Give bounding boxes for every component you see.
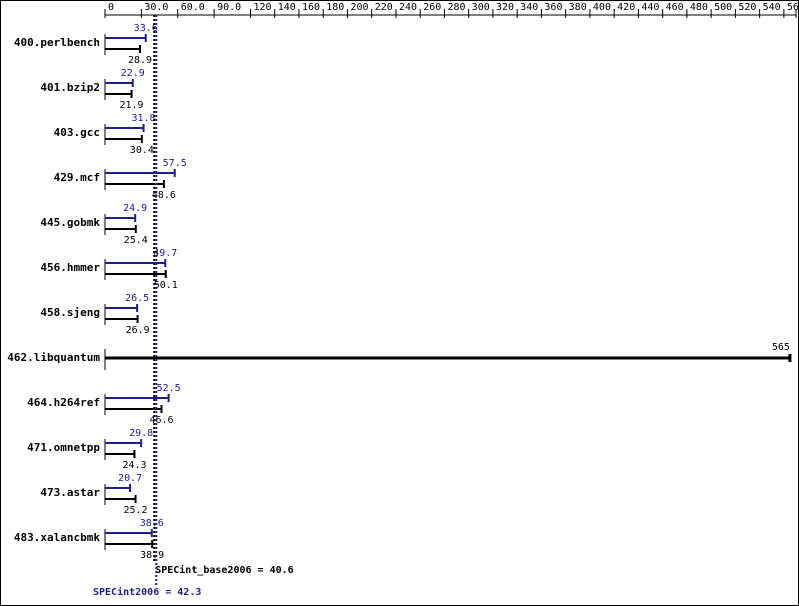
category-label: 458.sjeng xyxy=(40,306,100,319)
value-label: 24.3 xyxy=(122,460,146,471)
bar xyxy=(105,135,143,143)
x-tick-label: 200 xyxy=(350,2,368,13)
x-tick-label: 440 xyxy=(641,2,659,13)
x-tick-label: 560 xyxy=(787,2,799,13)
bar xyxy=(105,484,132,492)
value-label: 38.6 xyxy=(140,518,164,529)
value-label: 49.7 xyxy=(153,248,177,259)
bar xyxy=(105,495,137,503)
bar xyxy=(105,405,163,413)
x-tick-label: 180 xyxy=(326,2,344,13)
value-label: 25.2 xyxy=(124,505,148,516)
value-label: 28.9 xyxy=(128,55,152,66)
category-label: 400.perlbench xyxy=(14,36,100,49)
x-tick-label: 500 xyxy=(714,2,732,13)
value-label: 26.9 xyxy=(126,325,150,336)
value-label: 22.9 xyxy=(121,68,145,79)
x-tick-label: 340 xyxy=(520,2,538,13)
reference-label: SPECint_base2006 = 40.6 xyxy=(155,564,293,576)
value-label: 38.9 xyxy=(140,550,164,561)
x-tick-label: 320 xyxy=(496,2,514,13)
bar xyxy=(105,79,134,87)
category-label: 471.omnetpp xyxy=(27,441,100,454)
x-tick-label: 220 xyxy=(375,2,393,13)
bar xyxy=(105,169,176,177)
value-label: 565 xyxy=(772,342,790,353)
bar xyxy=(105,394,170,402)
x-tick-label: 160 xyxy=(302,2,320,13)
x-tick-label: 520 xyxy=(738,2,756,13)
value-label: 46.6 xyxy=(149,415,173,426)
x-tick-label: 300 xyxy=(472,2,490,13)
category-label: 473.astar xyxy=(40,486,100,499)
category-label: 483.xalancbmk xyxy=(14,531,100,544)
value-label: 31.8 xyxy=(132,113,156,124)
bar xyxy=(105,90,133,98)
x-tick-label: 0 xyxy=(108,2,114,13)
bar xyxy=(105,450,136,458)
bar xyxy=(105,34,147,42)
value-label: 25.4 xyxy=(124,235,148,246)
x-tick-label: 120 xyxy=(253,2,271,13)
bar xyxy=(105,439,143,447)
x-tick-label: 90.0 xyxy=(217,2,241,13)
category-label: 456.hmmer xyxy=(40,261,100,274)
x-tick-label: 540 xyxy=(763,2,781,13)
x-tick-label: 60.0 xyxy=(181,2,205,13)
bar xyxy=(105,45,142,53)
category-label: 403.gcc xyxy=(54,126,100,139)
x-tick-label: 140 xyxy=(278,2,296,13)
value-label: 26.5 xyxy=(125,293,149,304)
bar xyxy=(105,354,792,362)
value-label: 57.5 xyxy=(163,158,187,169)
value-label: 50.1 xyxy=(154,280,178,291)
value-label: 24.9 xyxy=(123,203,147,214)
value-label: 29.8 xyxy=(129,428,153,439)
bar xyxy=(105,315,139,323)
bar xyxy=(105,225,137,233)
x-tick-label: 380 xyxy=(569,2,587,13)
x-tick-label: 480 xyxy=(690,2,708,13)
x-tick-label: 240 xyxy=(399,2,417,13)
bar xyxy=(105,270,167,278)
x-tick-label: 280 xyxy=(447,2,465,13)
x-tick-label: 360 xyxy=(544,2,562,13)
x-tick-label: 260 xyxy=(423,2,441,13)
bar xyxy=(105,304,139,312)
value-label: 52.5 xyxy=(157,383,181,394)
value-label: 30.4 xyxy=(130,145,154,156)
x-tick-label: 420 xyxy=(617,2,635,13)
x-tick-label: 460 xyxy=(666,2,684,13)
x-tick-label: 30.0 xyxy=(144,2,168,13)
category-label: 401.bzip2 xyxy=(40,81,100,94)
value-label: 48.6 xyxy=(152,190,176,201)
value-label: 20.7 xyxy=(118,473,142,484)
value-label: 21.9 xyxy=(120,100,144,111)
bar xyxy=(105,124,145,132)
reference-label: SPECint2006 = 42.3 xyxy=(93,586,201,598)
x-tick-label: 400 xyxy=(593,2,611,13)
category-label: 462.libquantum xyxy=(7,351,100,364)
category-label: 429.mcf xyxy=(54,171,100,184)
bar xyxy=(105,540,154,548)
category-label: 445.gobmk xyxy=(40,216,100,229)
bar xyxy=(105,214,137,222)
value-label: 33.6 xyxy=(134,23,158,34)
category-label: 464.h264ref xyxy=(27,396,100,409)
bar xyxy=(105,529,153,537)
